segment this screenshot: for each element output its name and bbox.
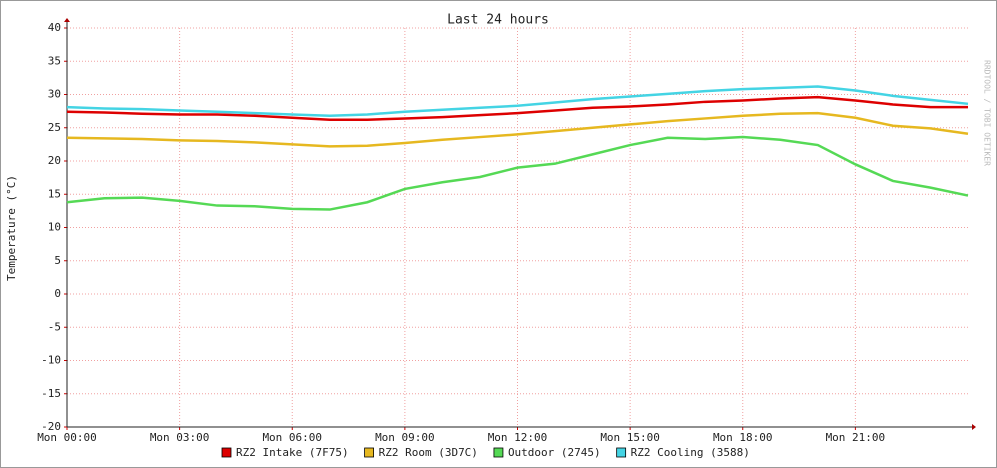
- axis-arrow: [64, 18, 70, 22]
- legend-swatch: [221, 447, 232, 458]
- x-tick-label: Mon 21:00: [826, 431, 886, 444]
- legend-swatch: [616, 447, 627, 458]
- x-tick-label: Mon 03:00: [150, 431, 210, 444]
- x-tick-label: Mon 06:00: [262, 431, 322, 444]
- x-tick-label: Mon 15:00: [600, 431, 660, 444]
- y-tick-label: 30: [48, 88, 61, 101]
- y-tick-label: 15: [48, 187, 61, 200]
- series-line: [66, 111, 969, 148]
- y-tick-label: 40: [48, 21, 61, 34]
- y-tick-label: 35: [48, 54, 61, 67]
- legend-swatch: [493, 447, 504, 458]
- y-tick-label: -20: [41, 420, 61, 433]
- series-line: [66, 135, 969, 211]
- axis-arrow: [972, 424, 976, 430]
- y-tick-label: 0: [54, 287, 61, 300]
- y-tick-label: 5: [54, 254, 61, 267]
- watermark: RRDTOOL / TOBI OETIKER: [983, 60, 992, 166]
- series-line: [66, 95, 968, 122]
- y-tick-label: 10: [48, 221, 61, 234]
- y-axis-label: Temperature (°C): [5, 175, 18, 281]
- x-tick-label: Mon 09:00: [375, 431, 435, 444]
- y-tick-label: 20: [48, 154, 61, 167]
- y-tick-label: 25: [48, 121, 61, 134]
- chart-title: Last 24 hours: [447, 13, 549, 28]
- legend-label: RZ2 Cooling (3588): [631, 446, 750, 459]
- y-tick-label: -15: [41, 387, 61, 400]
- series-line: [66, 85, 969, 118]
- legend-label: Outdoor (2745): [508, 446, 601, 459]
- x-tick-label: Mon 18:00: [713, 431, 773, 444]
- legend-label: RZ2 Room (3D7C): [379, 446, 478, 459]
- legend-swatch: [364, 447, 374, 458]
- x-tick-label: Mon 12:00: [488, 431, 548, 444]
- y-tick-label: -5: [48, 320, 61, 333]
- legend-label: RZ2 Intake (7F75): [236, 446, 349, 459]
- y-tick-label: -10: [41, 354, 61, 367]
- x-tick-label: Mon 00:00: [37, 431, 97, 444]
